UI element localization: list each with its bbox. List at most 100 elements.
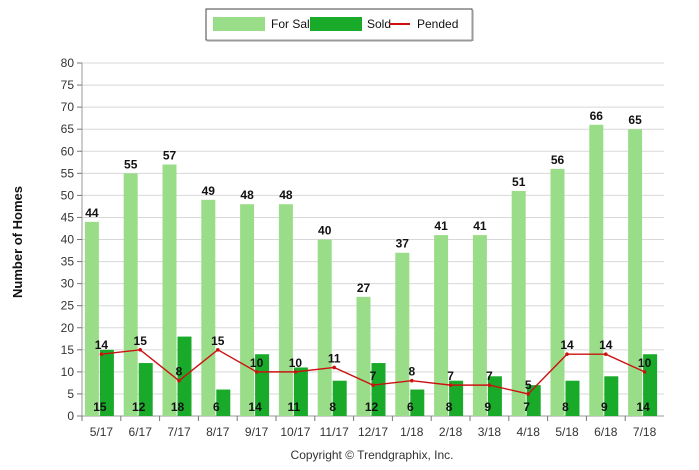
bar-sold [565,380,580,416]
bar-sold [449,380,464,416]
x-tick-label: 8/17 [206,425,230,439]
pended-point [138,348,142,352]
y-tick-label: 30 [61,277,75,291]
y-tick-label: 40 [61,233,75,247]
bar-sold [255,354,270,416]
bar-for-sale [278,204,293,416]
label-pended: 5 [525,378,532,392]
y-tick-label: 65 [61,122,75,136]
label-sold: 12 [365,400,379,414]
label-for-sale: 37 [396,237,410,251]
bar-sold [410,389,425,416]
x-tick-label: 5/18 [555,425,579,439]
label-sold: 14 [248,400,262,414]
pended-point [526,392,530,396]
bar-for-sale [472,235,487,416]
label-pended: 14 [560,338,574,352]
bar-sold [138,363,153,416]
label-pended: 10 [638,356,652,370]
label-for-sale: 27 [357,281,371,295]
label-for-sale: 41 [434,219,448,233]
y-tick-label: 60 [61,144,75,158]
y-tick-label: 45 [61,210,75,224]
label-pended: 10 [250,356,264,370]
x-tick-label: 6/17 [129,425,153,439]
bar-sold [216,389,231,416]
bar-for-sale [123,173,138,416]
x-tick-label: 9/17 [245,425,269,439]
pended-point [293,370,298,374]
label-sold: 9 [601,400,608,414]
bar-for-sale [628,129,643,416]
label-sold: 6 [213,400,220,414]
x-axis-ticks: 5/17 6/17 7/17 8/17 9/17 10/17 11/17 12/17 1/18 2… [81,416,657,439]
legend-label-for-sale: For Sale [271,17,317,31]
y-tick-label: 35 [61,255,75,269]
bar-for-sale [162,164,177,416]
label-sold: 6 [407,400,414,414]
y-tick-label: 55 [61,166,75,180]
label-for-sale: 51 [512,175,526,189]
bar-for-sale [434,235,449,416]
x-tick-label: 10/17 [280,425,310,439]
bar-sold [604,376,619,416]
bar-sold [293,367,308,416]
bar-sold [643,354,658,416]
label-sold: 8 [329,400,336,414]
y-tick-label: 5 [67,387,74,401]
label-for-sale: 49 [202,184,216,198]
x-tick-label: 12/17 [358,425,388,439]
label-sold: 11 [288,400,301,414]
label-for-sale: 57 [163,148,177,162]
x-tick-label: 3/18 [478,425,502,439]
legend-swatch-sold [310,17,362,31]
pended-point [332,365,337,370]
pended-point [254,370,259,374]
pended-point [177,378,181,383]
pended-point [371,383,375,387]
y-tick-label: 20 [61,321,75,335]
y-axis-title: Number of Homes [10,186,25,298]
label-pended: 7 [447,369,454,383]
label-for-sale: 40 [318,224,332,238]
label-for-sale: 44 [85,206,99,220]
label-sold: 8 [446,400,453,414]
bar-for-sale [550,168,565,416]
label-pended: 7 [486,369,493,383]
y-tick-label: 70 [61,100,75,114]
legend-label-pended: Pended [417,17,458,31]
x-tick-label: 1/18 [400,425,424,439]
bar-for-sale [84,221,99,416]
x-tick-label: 2/18 [439,425,463,439]
bar-sold [332,380,347,416]
label-pended: 14 [599,338,613,352]
y-tick-label: 80 [61,56,75,70]
y-axis-ticks: 0 5 10 15 20 25 30 35 40 45 50 55 60 65 70 75 80 [61,56,82,423]
bar-sold [371,363,386,416]
x-tick-label: 5/17 [90,425,114,439]
x-tick-label: 7/17 [167,425,191,439]
label-for-sale: 48 [240,188,254,202]
pended-point [565,352,569,357]
pended-point [99,352,104,357]
label-sold: 12 [132,400,146,414]
label-sold: 18 [171,400,185,414]
bar-for-sale [317,239,332,416]
label-sold: 9 [485,400,492,414]
label-for-sale: 66 [590,109,604,123]
label-pended: 10 [289,356,303,370]
bar-for-sale [589,124,604,417]
x-tick-label: 11/17 [320,425,349,439]
label-pended: 15 [211,334,225,348]
y-tick-label: 10 [61,365,75,379]
legend-swatch-for-sale [213,17,265,31]
bar-for-sale [201,199,216,416]
label-pended: 14 [95,338,109,352]
pended-point [410,378,414,383]
label-for-sale: 56 [551,153,565,167]
x-tick-label: 7/18 [633,425,657,439]
pended-line-layer [99,348,647,396]
label-pended: 7 [370,369,377,383]
legend: For Sale Sold Pended [205,8,474,42]
